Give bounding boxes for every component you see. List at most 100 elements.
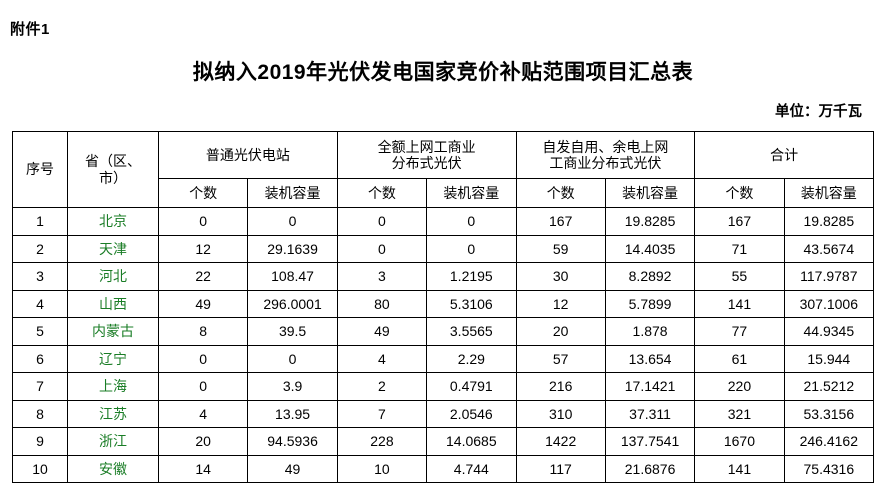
header-group-self-use-line1: 自发自用、余电上网 [542, 138, 669, 155]
cell-capacity-1: 49 [247, 454, 338, 483]
cell-capacity-1: 0 [247, 344, 338, 373]
cell-seq: 9 [12, 427, 68, 456]
cell-seq: 3 [12, 262, 68, 291]
subheader-capacity-4: 装机容量 [783, 178, 875, 208]
cell-capacity-4: 75.4316 [783, 454, 875, 483]
header-group-total: 合计 [694, 131, 874, 179]
cell-province: 安徽 [67, 454, 159, 483]
table-row: 7 上海 0 3.9 2 0.4791 216 17.1421 220 21.5… [12, 372, 875, 401]
header-province-line1: 省（区、 [85, 153, 141, 170]
table-body: 1 北京 0 0 0 0 167 19.8285 167 19.8285 2 天… [12, 207, 875, 483]
cell-seq: 2 [12, 234, 68, 263]
header-group-self-use-distributed: 自发自用、余电上网 工商业分布式光伏 [515, 131, 696, 179]
cell-capacity-2: 4.744 [426, 454, 517, 483]
table-header-group-row: 序号 省（区、 市） 普通光伏电站 全额上网工商业 分布式光伏 自发自用、余电上… [12, 131, 874, 208]
cell-count-3: 30 [515, 262, 606, 291]
cell-count-3: 20 [515, 317, 606, 346]
cell-count-4: 141 [694, 289, 785, 318]
cell-count-1: 49 [157, 289, 249, 318]
cell-count-1: 20 [157, 427, 249, 456]
cell-count-3: 117 [515, 454, 606, 483]
cell-capacity-3: 8.2892 [604, 262, 696, 291]
cell-count-4: 1670 [694, 427, 785, 456]
cell-count-2: 228 [336, 427, 428, 456]
cell-capacity-4: 53.3156 [783, 399, 875, 428]
cell-seq: 7 [12, 372, 68, 401]
table-row: 6 辽宁 0 0 4 2.29 57 13.654 61 15.944 [12, 344, 875, 373]
table-subheader-row: 个数 装机容量 个数 装机容量 个数 装机容量 个数 装机容量 [13, 178, 875, 208]
cell-capacity-1: 3.9 [247, 372, 338, 401]
cell-count-3: 310 [515, 399, 606, 428]
table-row: 10 安徽 14 49 10 4.744 117 21.6876 141 75.… [12, 454, 875, 483]
cell-count-3: 59 [515, 234, 606, 263]
cell-capacity-1: 94.5936 [247, 427, 338, 456]
cell-capacity-4: 117.9787 [783, 262, 875, 291]
cell-count-1: 4 [157, 399, 249, 428]
cell-count-3: 57 [515, 344, 606, 373]
cell-count-4: 321 [694, 399, 785, 428]
header-seq: 序号 [12, 131, 68, 208]
header-group-self-use-line2: 工商业分布式光伏 [549, 155, 662, 171]
cell-capacity-4: 19.8285 [783, 207, 875, 236]
table-row: 1 北京 0 0 0 0 167 19.8285 167 19.8285 [12, 207, 875, 236]
header-group-full-grid-distributed: 全额上网工商业 分布式光伏 [336, 131, 517, 179]
cell-capacity-3: 19.8285 [604, 207, 696, 236]
cell-capacity-1: 0 [247, 207, 338, 236]
cell-capacity-2: 14.0685 [426, 427, 517, 456]
cell-capacity-4: 15.944 [783, 344, 875, 373]
cell-province: 辽宁 [67, 344, 159, 373]
cell-capacity-2: 0 [426, 207, 517, 236]
cell-count-1: 0 [157, 207, 249, 236]
cell-count-1: 14 [157, 454, 249, 483]
cell-seq: 1 [12, 207, 68, 236]
subheader-count-1: 个数 [157, 178, 249, 208]
cell-seq: 10 [12, 454, 68, 483]
cell-capacity-2: 2.29 [426, 344, 517, 373]
cell-capacity-3: 13.654 [604, 344, 696, 373]
cell-count-2: 3 [336, 262, 428, 291]
cell-count-3: 216 [515, 372, 606, 401]
cell-count-2: 49 [336, 317, 428, 346]
cell-capacity-1: 108.47 [247, 262, 338, 291]
cell-seq: 5 [12, 317, 68, 346]
header-province: 省（区、 市） [67, 131, 159, 208]
cell-province: 内蒙古 [67, 317, 159, 346]
cell-capacity-1: 39.5 [247, 317, 338, 346]
cell-count-2: 0 [336, 234, 428, 263]
cell-count-1: 22 [157, 262, 249, 291]
cell-province: 江苏 [67, 399, 159, 428]
header-province-line2: 市） [99, 169, 127, 186]
table-row: 5 内蒙古 8 39.5 49 3.5565 20 1.878 77 44.93… [12, 317, 875, 346]
cell-count-2: 2 [336, 372, 428, 401]
cell-capacity-2: 0.4791 [426, 372, 517, 401]
cell-capacity-4: 43.5674 [783, 234, 875, 263]
cell-count-4: 141 [694, 454, 785, 483]
cell-capacity-3: 21.6876 [604, 454, 696, 483]
cell-count-2: 7 [336, 399, 428, 428]
cell-capacity-3: 137.7541 [604, 427, 696, 456]
cell-count-2: 4 [336, 344, 428, 373]
cell-province: 浙江 [67, 427, 159, 456]
cell-count-4: 55 [694, 262, 785, 291]
subheader-capacity-1: 装机容量 [247, 178, 338, 208]
table-head: 序号 省（区、 市） 普通光伏电站 全额上网工商业 分布式光伏 自发自用、余电上… [12, 131, 875, 208]
subheader-count-3: 个数 [515, 178, 606, 208]
subheader-capacity-3: 装机容量 [604, 178, 696, 208]
cell-province: 河北 [67, 262, 159, 291]
cell-capacity-3: 5.7899 [604, 289, 696, 318]
attachment-label: 附件1 [10, 21, 50, 38]
cell-count-4: 220 [694, 372, 785, 401]
header-group-full-grid-line1: 全额上网工商业 [377, 138, 476, 155]
header-group-ordinary-pv: 普通光伏电站 [158, 131, 338, 179]
header-group-full-grid-line2: 分布式光伏 [391, 155, 462, 171]
cell-count-2: 10 [336, 454, 428, 483]
page-title: 拟纳入2019年光伏发电国家竞价补贴范围项目汇总表 [192, 61, 694, 84]
cell-capacity-3: 37.311 [604, 399, 696, 428]
cell-count-1: 8 [157, 317, 249, 346]
cell-capacity-2: 2.0546 [426, 399, 517, 428]
cell-count-4: 61 [694, 344, 785, 373]
cell-count-3: 167 [515, 207, 606, 236]
cell-capacity-3: 1.878 [604, 317, 696, 346]
cell-count-3: 12 [515, 289, 606, 318]
